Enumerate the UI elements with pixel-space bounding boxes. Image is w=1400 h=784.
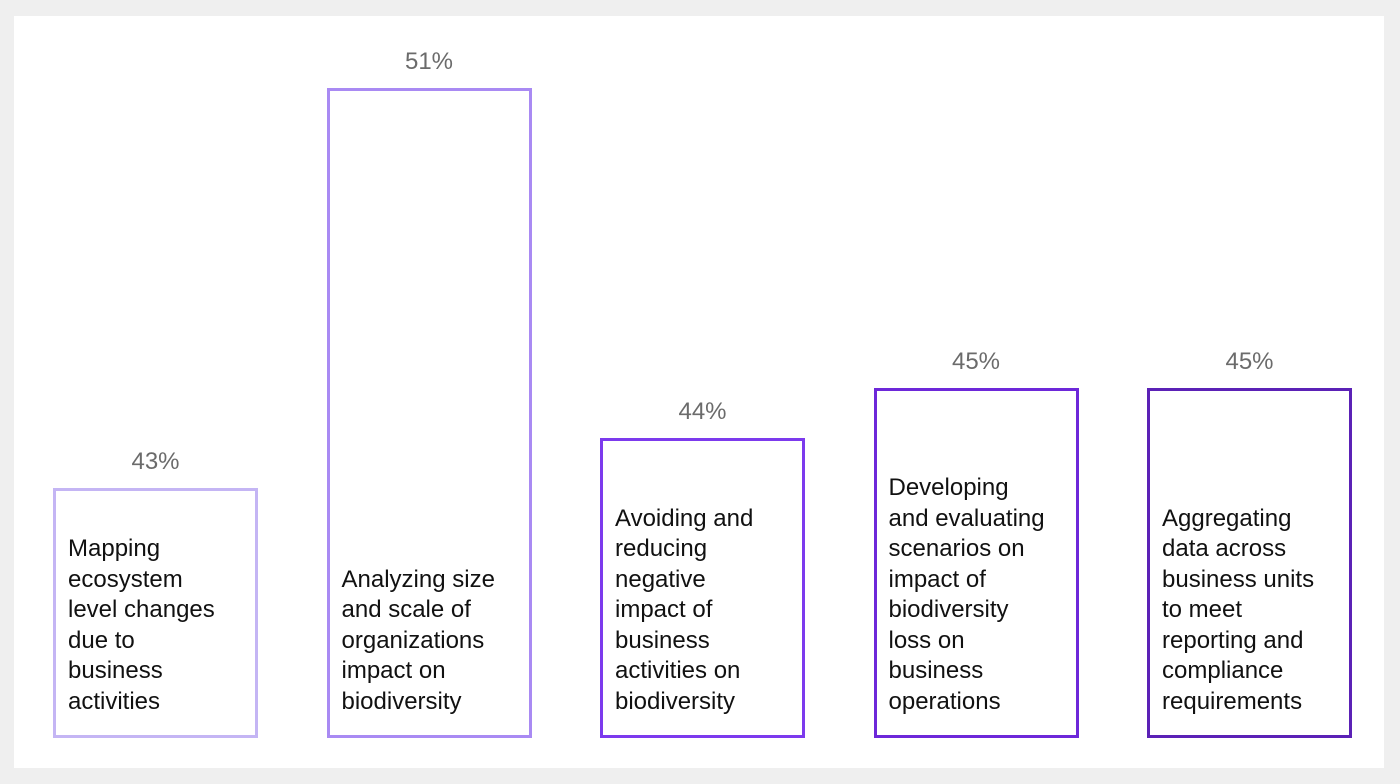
bar-5: Aggregating data across business units t… xyxy=(1147,388,1352,738)
category-label: Analyzing size and scale of organization… xyxy=(341,565,495,715)
data-label: 44% xyxy=(678,398,727,425)
category-label: Mapping ecosystem level changes due to b… xyxy=(68,535,215,715)
bar-2: Analyzing size and scale of organization… xyxy=(326,88,532,738)
data-label: 45% xyxy=(1225,348,1274,375)
category-label: Aggregating data across business units t… xyxy=(1162,504,1315,715)
category-label: Avoiding and reducing negative impact of… xyxy=(615,504,754,715)
bar-3: Avoiding and reducing negative impact of… xyxy=(600,438,805,738)
data-label: 51% xyxy=(404,48,454,75)
data-label: 45% xyxy=(951,348,1001,375)
category-label: Developing and evaluating scenarios on i… xyxy=(888,474,1045,715)
bar-4: Developing and evaluating scenarios on i… xyxy=(873,388,1079,738)
bar-1: Mapping ecosystem level changes due to b… xyxy=(53,488,258,738)
data-label: 43% xyxy=(131,448,180,475)
